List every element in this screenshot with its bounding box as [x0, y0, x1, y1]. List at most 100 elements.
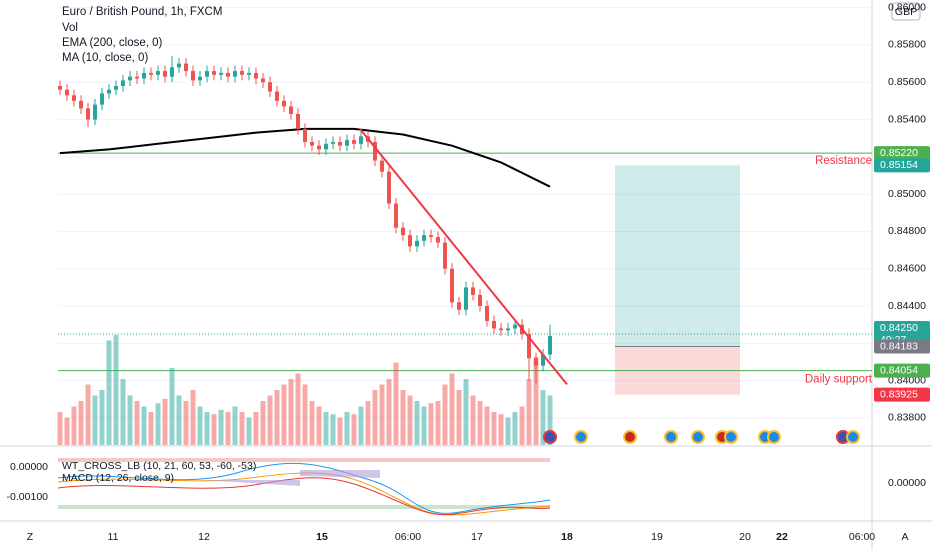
candle-body	[177, 63, 181, 68]
volume-bar	[204, 412, 210, 445]
volume-bar	[120, 379, 126, 445]
candle-body	[93, 104, 97, 120]
volume-bar	[414, 401, 420, 445]
volume-bar	[190, 390, 196, 445]
volume-bar	[239, 412, 245, 445]
volume-bar	[176, 395, 182, 445]
candle-body	[324, 143, 328, 150]
candle-body	[541, 354, 545, 366]
osc-label: MACD (12, 26, close, 9)	[62, 472, 174, 484]
volume-bar	[449, 373, 455, 445]
volume-bar	[351, 414, 357, 445]
candle-body	[142, 72, 146, 79]
volume-bar	[386, 379, 392, 445]
candle-body	[247, 72, 251, 75]
volume-bar	[330, 414, 336, 445]
candle-body	[296, 113, 300, 129]
candle-body	[408, 235, 412, 247]
candle-body	[534, 358, 538, 366]
x-tick-label: 19	[651, 531, 663, 543]
volume-bar	[127, 395, 133, 445]
volume-bar	[442, 384, 448, 445]
osc-left-tick: -0.00100	[7, 491, 49, 503]
x-tick-label: 06:00	[395, 531, 421, 543]
volume-bar	[113, 335, 119, 445]
y-tick-label: 0.83800	[888, 412, 926, 424]
candle-body	[219, 72, 223, 75]
price-pane	[57, 7, 872, 445]
candle-body	[345, 140, 349, 146]
volume-bar	[407, 395, 413, 445]
event-icon	[574, 430, 588, 444]
oscillator-pane	[57, 458, 551, 516]
y-tick-label: 0.85000	[888, 188, 926, 200]
x-tick-label: 18	[561, 531, 573, 543]
candle-body	[380, 160, 384, 172]
candle-body	[58, 85, 62, 90]
candle-body	[338, 141, 342, 146]
corner-button[interactable]: A	[901, 531, 908, 543]
candle-body	[163, 71, 167, 77]
volume-bar	[232, 406, 238, 445]
volume-bar	[288, 379, 294, 445]
candle-body	[72, 95, 76, 101]
volume-bar	[393, 362, 399, 445]
currency-box[interactable]	[891, 2, 921, 21]
corner-button[interactable]: Z	[27, 531, 34, 543]
x-tick-label: 17	[471, 531, 483, 543]
candle-body	[310, 141, 314, 146]
x-tick-label: 06:00	[849, 531, 875, 543]
volume-bar	[267, 395, 273, 445]
event-icon	[623, 430, 637, 444]
candle-body	[422, 235, 426, 241]
candle-body	[464, 287, 468, 310]
volume-bar	[309, 401, 315, 445]
volume-bar	[57, 412, 63, 445]
volume-bar	[134, 401, 140, 445]
event-icon	[543, 430, 557, 444]
volume-bar	[218, 409, 224, 445]
candle-body	[513, 324, 517, 329]
event-icon	[767, 430, 781, 444]
candle-body	[261, 78, 265, 83]
candle-body	[401, 227, 405, 236]
candle-body	[457, 302, 461, 310]
volume-bar	[428, 403, 434, 445]
volume-bar	[183, 401, 189, 445]
currency[interactable]: GBP	[895, 6, 917, 18]
ob-band	[58, 458, 550, 462]
volume-bar	[491, 412, 497, 445]
candle-body	[107, 89, 111, 94]
candle-body	[317, 145, 321, 150]
resistance-label: Resistance	[815, 155, 872, 167]
candle-body	[485, 306, 489, 321]
volume-bar	[155, 403, 161, 445]
price-tag-label: 0.84054	[880, 364, 918, 376]
candle-body	[226, 72, 230, 77]
volume-bar	[337, 417, 343, 445]
candle-body	[114, 85, 118, 90]
osc-line	[57, 477, 551, 516]
volume-bar	[477, 401, 483, 445]
osc-right-tick: 0.00000	[888, 477, 926, 489]
candle-body	[527, 334, 531, 359]
candle-body	[79, 100, 83, 109]
volume-bar	[169, 368, 175, 445]
support-label: Daily support	[805, 374, 873, 386]
volume-bar	[162, 398, 168, 445]
volume-bar	[99, 390, 105, 445]
volume-bar	[78, 401, 84, 445]
volume-bar	[92, 395, 98, 445]
candle-body	[359, 136, 363, 144]
osc-left-tick: 0.00000	[10, 461, 48, 473]
volume-bar	[71, 406, 77, 445]
volume-bar	[470, 395, 476, 445]
candle-body	[429, 235, 433, 238]
indicator-label: MA (10, close, 0)	[62, 52, 148, 64]
event-icon	[691, 430, 705, 444]
trendline	[359, 128, 568, 386]
volume-bar	[253, 412, 259, 445]
event-icon	[724, 430, 738, 444]
candle-body	[156, 71, 160, 75]
price-tag	[874, 146, 930, 161]
